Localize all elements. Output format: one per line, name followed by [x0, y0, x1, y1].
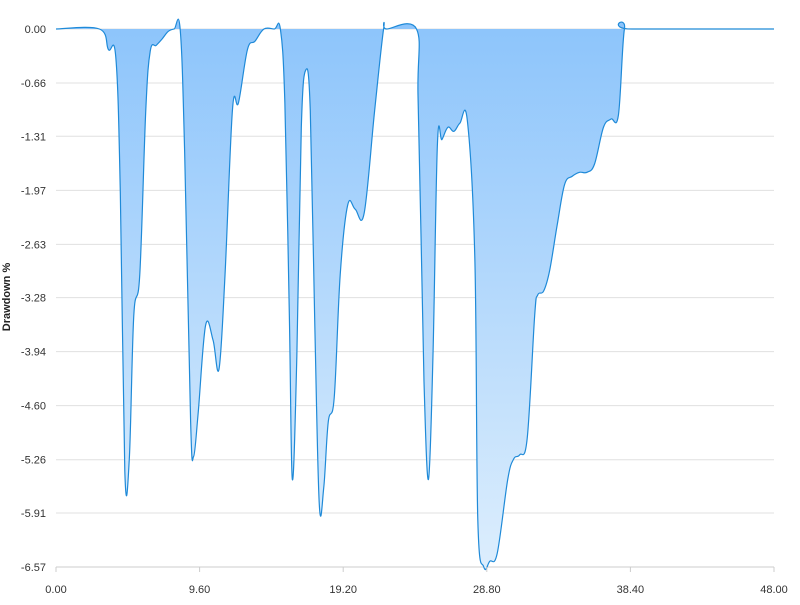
y-tick-label: -0.66	[21, 78, 46, 90]
drawdown-line	[55, 18, 774, 571]
x-tick-label: 19.20	[329, 584, 357, 596]
y-axis-title: Drawdown %	[1, 263, 13, 332]
y-tick-label: -4.60	[21, 401, 46, 413]
plot-area	[55, 18, 774, 571]
y-tick-label: -6.57	[21, 562, 46, 574]
y-tick-label: -5.91	[21, 508, 46, 520]
x-tick-label: 48.00	[760, 584, 788, 596]
x-tick-label: 28.80	[473, 584, 501, 596]
y-tick-label: -5.26	[21, 455, 46, 467]
y-tick-label: -1.31	[21, 131, 46, 143]
drawdown-area	[56, 19, 774, 570]
y-tick-label: -3.94	[21, 347, 46, 359]
x-axis-ticks: 0.00 9.60 19.20 28.80 38.40 48.00	[45, 567, 788, 596]
grid-lines	[56, 28, 774, 568]
y-tick-label: -3.28	[21, 293, 46, 305]
x-tick-label: 9.60	[189, 584, 210, 596]
y-tick-label: 0.00	[25, 24, 46, 36]
x-tick-label: 38.40	[617, 584, 645, 596]
y-tick-label: -2.63	[21, 239, 46, 251]
y-tick-label: -1.97	[21, 185, 46, 197]
x-tick-label: 0.00	[45, 584, 66, 596]
y-axis-ticks: 0.00 -0.66 -1.31 -1.97 -2.63 -3.28 -3.94 -4.60 -…	[21, 24, 46, 574]
